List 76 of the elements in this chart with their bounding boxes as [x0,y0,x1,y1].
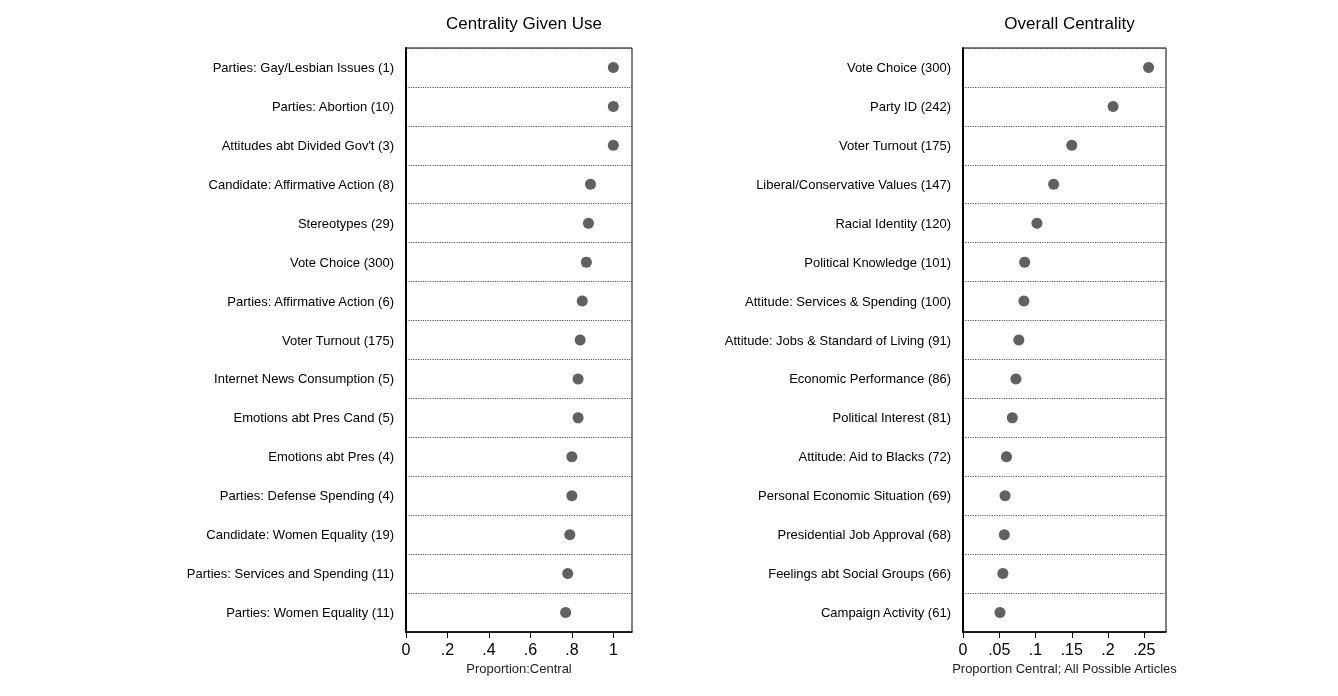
y-tick-label: Party ID (242) [870,98,951,114]
y-tick-label: Campaign Activity (61) [820,605,951,621]
point [607,61,619,73]
point [576,295,588,307]
y-tick-label: Parties: Services and Spending (11) [186,566,394,582]
point [1019,256,1031,268]
chart-title: Overall Centrality [1004,14,1136,33]
chart-title: Centrality Given Use [446,14,602,33]
point [585,178,597,190]
point [582,217,594,229]
point [994,607,1006,619]
y-tick-label: Internet News Consumption (5) [214,371,394,387]
x-tick-label: 1 [608,640,618,658]
y-tick-label: Emotions abt Pres (4) [268,449,394,465]
point [566,490,578,502]
y-tick-label: Political Interest (81) [832,410,951,426]
point [1031,217,1043,229]
y-tick-label: Personal Economic Situation (69) [758,488,951,504]
x-axis-title: Proportion Central; All Possible Articles [952,661,1178,676]
point [1048,178,1060,190]
point [1143,61,1155,73]
point [1013,334,1025,346]
point [607,139,619,151]
point [1006,412,1018,424]
point [999,490,1011,502]
point [607,100,619,112]
y-tick-label: Attitude: Aid to Blacks (72) [798,449,951,465]
point [1066,139,1078,151]
y-tick-label: Stereotypes (29) [297,215,394,231]
x-tick-label: .1 [1028,640,1043,658]
y-tick-label: Parties: Affirmative Action (6) [227,293,394,309]
point [562,568,574,580]
y-tick-label: Political Knowledge (101) [804,254,951,270]
x-tick-label: .25 [1133,640,1156,658]
y-tick-label: Vote Choice (300) [289,254,394,270]
y-tick-label: Candidate: Affirmative Action (8) [208,176,394,192]
point [564,529,576,541]
y-tick-label: Emotions abt Pres Cand (5) [233,410,394,426]
x-tick-label: 0 [958,640,968,658]
x-tick-label: .2 [1101,640,1115,658]
x-tick-label: 0 [401,640,411,658]
point [572,373,584,385]
x-tick-label: .15 [1060,640,1083,658]
point [1010,373,1022,385]
y-tick-label: Presidential Job Approval (68) [777,527,951,543]
y-tick-label: Attitudes abt Divided Gov't (3) [221,137,394,153]
y-tick-label: Parties: Women Equality (11) [226,605,394,621]
point [572,412,584,424]
y-tick-label: Parties: Gay/Lesbian Issues (1) [212,59,394,75]
y-tick-label: Voter Turnout (175) [281,332,394,348]
point [997,568,1009,580]
point [560,607,572,619]
y-tick-label: Vote Choice (300) [846,59,951,75]
x-tick-label: .8 [565,640,579,658]
y-tick-label: Attitude: Jobs & Standard of Living (91) [724,332,951,348]
y-tick-label: Parties: Abortion (10) [271,98,394,114]
point [574,334,586,346]
point [998,529,1010,541]
y-tick-label: Candidate: Women Equality (19) [206,527,394,543]
y-tick-label: Economic Performance (86) [789,371,951,387]
point [1018,295,1030,307]
x-tick-label: .2 [440,640,455,658]
y-tick-label: Liberal/Conservative Values (147) [756,176,951,192]
x-tick-label: .6 [523,640,538,658]
x-tick-label: .05 [988,640,1011,658]
point [566,451,578,463]
x-axis-title: Proportion:Central [466,661,572,676]
point [1001,451,1012,463]
point [580,256,592,268]
y-tick-label: Feelings abt Social Groups (66) [768,566,951,582]
y-tick-label: Attitude: Services & Spending (100) [745,293,951,309]
y-tick-label: Racial Identity (120) [835,215,951,231]
x-tick-label: .4 [482,640,496,658]
y-tick-label: Voter Turnout (175) [838,137,951,153]
y-tick-label: Parties: Defense Spending (4) [219,488,394,504]
point [1107,100,1119,112]
